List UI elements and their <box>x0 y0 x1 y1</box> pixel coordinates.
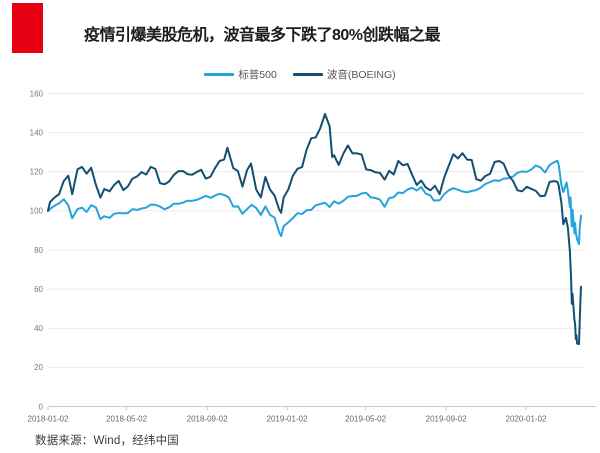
x-tick-label: 2020-01-02 <box>506 415 547 424</box>
y-tick-label: 40 <box>34 324 43 333</box>
y-tick-label: 140 <box>30 128 44 137</box>
title-accent-bar <box>12 3 43 53</box>
sp500-legend-label: 标普500 <box>238 68 277 81</box>
chart-legend: 标普500 波音(BOEING) <box>0 66 600 82</box>
boeing-legend-label: 波音(BOEING) <box>326 68 396 81</box>
legend-item-sp500: 标普500 <box>204 67 277 82</box>
y-tick-label: 80 <box>34 246 43 255</box>
x-tick-label: 2018-05-02 <box>106 415 147 424</box>
page-title: 疫情引爆美股危机，波音最多下跌了80%创跌幅之最 <box>84 27 441 44</box>
boeing-line-swatch <box>292 72 323 76</box>
x-tick-label: 2019-09-02 <box>426 415 467 424</box>
header: 疫情引爆美股危机，波音最多下跌了80%创跌幅之最 <box>0 0 600 60</box>
sp500-line-swatch <box>204 72 235 76</box>
series-line-sp500 <box>47 159 582 246</box>
y-tick-label: 0 <box>39 402 44 411</box>
y-tick-label: 20 <box>34 363 43 372</box>
y-tick-label: 60 <box>34 285 43 294</box>
y-tick-label: 160 <box>30 89 44 98</box>
x-tick-label: 2019-05-02 <box>345 415 386 424</box>
source-note: 数据来源：Wind，经纬中国 <box>35 435 179 447</box>
y-tick-label: 120 <box>30 168 44 177</box>
x-tick-label: 2018-09-02 <box>187 415 228 424</box>
price-line-chart: 0 20 40 60 80 100 120 140 160 2018-01-02 2018-05-0… <box>28 89 596 424</box>
x-tick-label: 2019-01-02 <box>267 415 308 424</box>
series-line-boeing <box>47 113 582 346</box>
y-tick-label: 100 <box>30 207 44 216</box>
legend-item-boeing: 波音(BOEING) <box>292 67 396 82</box>
x-tick-label: 2018-01-02 <box>28 415 69 424</box>
